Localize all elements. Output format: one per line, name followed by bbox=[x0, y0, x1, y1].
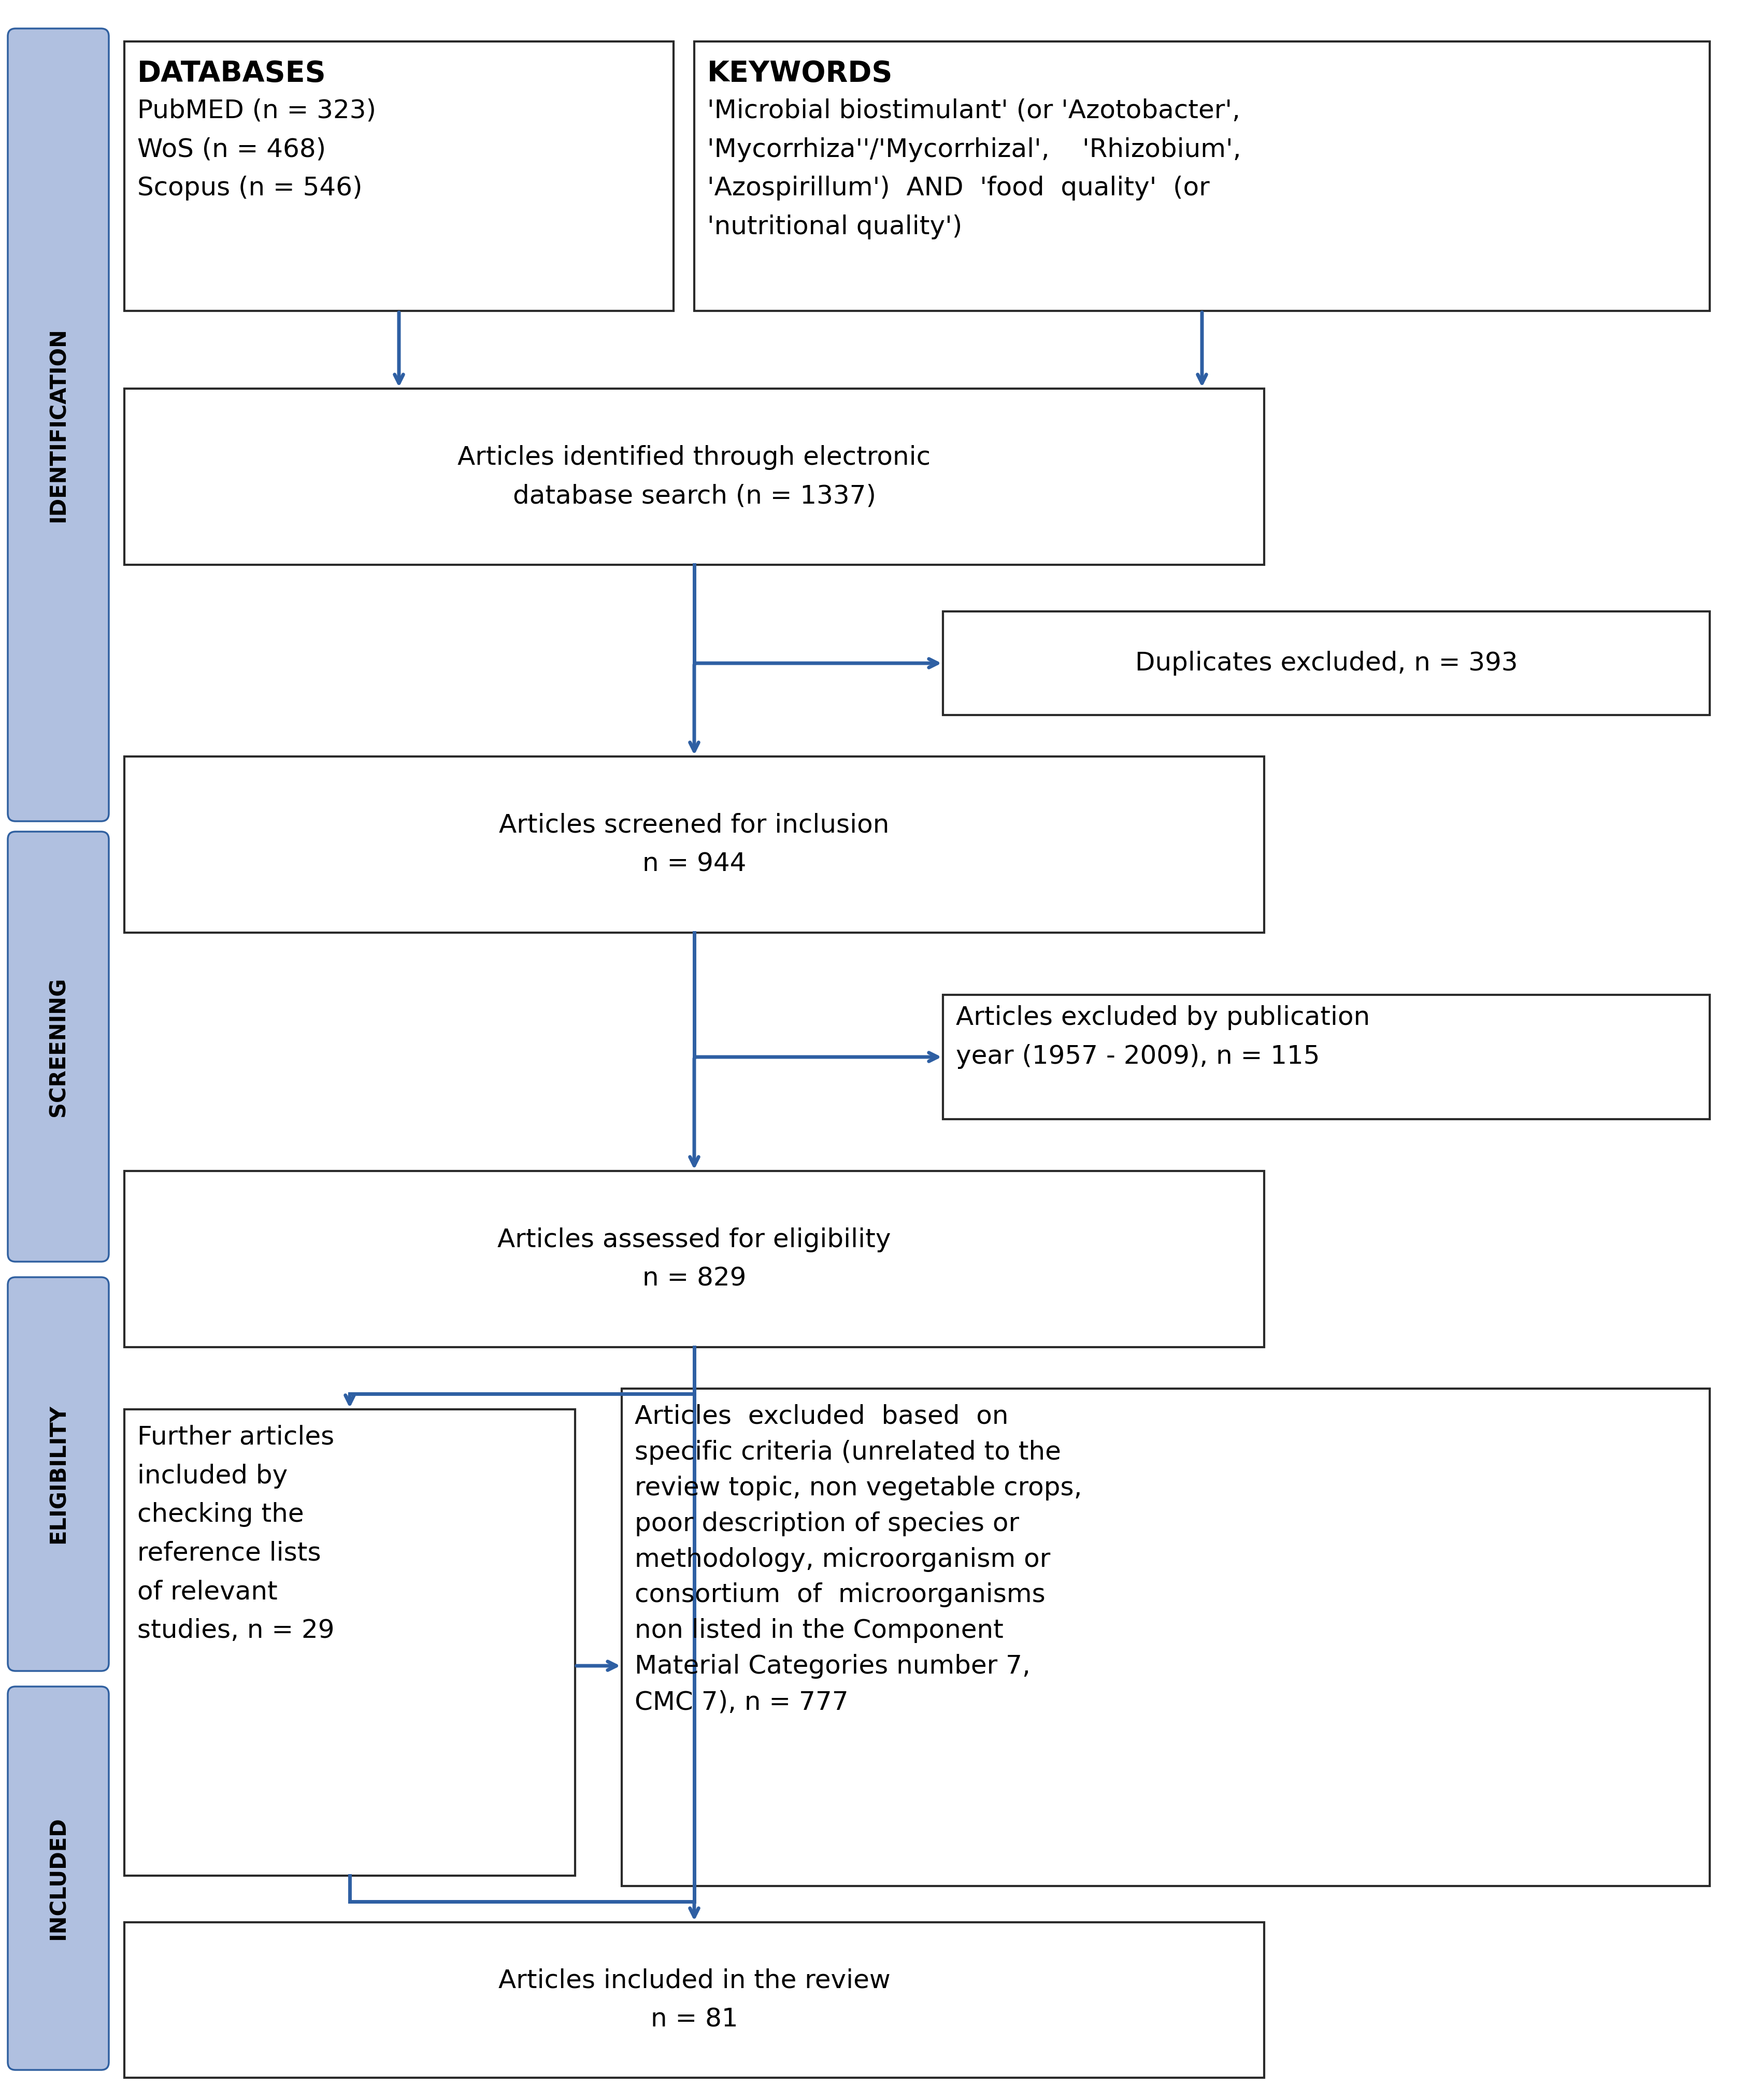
Bar bbox=[124, 1172, 1264, 1348]
Text: KEYWORDS: KEYWORDS bbox=[707, 59, 892, 88]
Bar bbox=[124, 388, 1264, 565]
Bar bbox=[124, 1922, 1264, 2077]
Text: Articles included in the review
n = 81: Articles included in the review n = 81 bbox=[498, 1968, 890, 2033]
Text: Articles excluded by publication
year (1957 - 2009), n = 115: Articles excluded by publication year (1… bbox=[955, 1006, 1371, 1069]
Bar bbox=[124, 756, 1264, 932]
Text: INCLUDED: INCLUDED bbox=[47, 1816, 70, 1940]
FancyBboxPatch shape bbox=[7, 832, 108, 1262]
Bar bbox=[124, 42, 674, 311]
Text: Articles assessed for eligibility
n = 829: Articles assessed for eligibility n = 82… bbox=[498, 1226, 890, 1291]
Text: ELIGIBILITY: ELIGIBILITY bbox=[47, 1405, 70, 1543]
Text: 'Microbial biostimulant' (or 'Azotobacter',
'Mycorrhiza''/'Mycorrhizal',    'Rhi: 'Microbial biostimulant' (or 'Azotobacte… bbox=[707, 99, 1241, 239]
Text: Articles  excluded  based  on
specific criteria (unrelated to the
review topic, : Articles excluded based on specific crit… bbox=[636, 1405, 1083, 1714]
Bar bbox=[943, 611, 1709, 714]
Bar bbox=[622, 1388, 1709, 1886]
Text: SCREENING: SCREENING bbox=[47, 976, 70, 1117]
Text: DATABASES: DATABASES bbox=[138, 59, 327, 88]
Text: PubMED (n = 323)
WoS (n = 468)
Scopus (n = 546): PubMED (n = 323) WoS (n = 468) Scopus (n… bbox=[138, 99, 375, 202]
Bar bbox=[695, 42, 1709, 311]
Text: Duplicates excluded, n = 393: Duplicates excluded, n = 393 bbox=[1135, 651, 1517, 676]
Text: Articles screened for inclusion
n = 944: Articles screened for inclusion n = 944 bbox=[499, 813, 889, 876]
Bar bbox=[943, 995, 1709, 1119]
FancyBboxPatch shape bbox=[7, 29, 108, 821]
FancyBboxPatch shape bbox=[7, 1277, 108, 1672]
Text: Articles identified through electronic
database search (n = 1337): Articles identified through electronic d… bbox=[457, 445, 931, 508]
FancyBboxPatch shape bbox=[7, 1686, 108, 2071]
Text: Further articles
included by
checking the
reference lists
of relevant
studies, n: Further articles included by checking th… bbox=[138, 1426, 335, 1642]
Text: IDENTIFICATION: IDENTIFICATION bbox=[47, 328, 70, 523]
Bar bbox=[124, 1409, 574, 1875]
